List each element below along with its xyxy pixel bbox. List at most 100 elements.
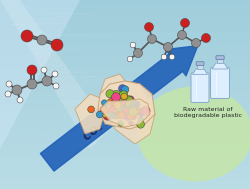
Circle shape xyxy=(112,114,116,118)
Circle shape xyxy=(115,98,122,105)
Circle shape xyxy=(51,39,63,51)
Circle shape xyxy=(122,106,130,114)
Circle shape xyxy=(161,54,167,60)
Circle shape xyxy=(192,39,200,47)
Circle shape xyxy=(164,43,172,51)
Circle shape xyxy=(127,56,133,62)
Circle shape xyxy=(126,96,131,101)
Circle shape xyxy=(107,98,114,106)
Polygon shape xyxy=(212,63,228,69)
Circle shape xyxy=(126,97,133,103)
Circle shape xyxy=(137,120,144,128)
Circle shape xyxy=(42,76,52,86)
Circle shape xyxy=(136,109,140,114)
Circle shape xyxy=(27,79,37,89)
Circle shape xyxy=(124,97,128,101)
Circle shape xyxy=(118,121,124,126)
FancyArrowPatch shape xyxy=(40,46,198,171)
Circle shape xyxy=(169,54,175,60)
Circle shape xyxy=(106,90,114,98)
Circle shape xyxy=(128,99,136,107)
Circle shape xyxy=(112,101,120,110)
Circle shape xyxy=(41,67,47,73)
Circle shape xyxy=(133,101,140,108)
Bar xyxy=(197,65,203,69)
Circle shape xyxy=(129,107,138,116)
Circle shape xyxy=(112,104,116,108)
Circle shape xyxy=(114,102,121,109)
Circle shape xyxy=(111,99,116,104)
Ellipse shape xyxy=(138,87,250,181)
Circle shape xyxy=(118,85,126,92)
Circle shape xyxy=(178,30,186,40)
Circle shape xyxy=(125,105,130,111)
Circle shape xyxy=(123,113,129,119)
Circle shape xyxy=(138,117,143,122)
Circle shape xyxy=(124,108,128,112)
Circle shape xyxy=(117,108,123,114)
Circle shape xyxy=(132,100,136,104)
Circle shape xyxy=(134,49,142,57)
Circle shape xyxy=(144,22,154,32)
FancyBboxPatch shape xyxy=(191,73,209,102)
Circle shape xyxy=(119,91,128,99)
Circle shape xyxy=(122,95,129,102)
Circle shape xyxy=(53,83,59,89)
FancyBboxPatch shape xyxy=(196,62,204,65)
Circle shape xyxy=(124,113,132,120)
Circle shape xyxy=(21,30,33,42)
Circle shape xyxy=(121,86,129,93)
Text: Raw material of
biodegradable plastic: Raw material of biodegradable plastic xyxy=(174,107,242,118)
Circle shape xyxy=(129,121,133,125)
Circle shape xyxy=(118,99,124,104)
Circle shape xyxy=(148,35,156,43)
Circle shape xyxy=(17,97,23,103)
Polygon shape xyxy=(100,99,150,127)
Circle shape xyxy=(96,111,103,118)
Circle shape xyxy=(103,103,108,108)
Circle shape xyxy=(131,111,136,116)
Circle shape xyxy=(88,106,94,113)
Circle shape xyxy=(102,100,107,106)
Circle shape xyxy=(116,111,121,116)
Circle shape xyxy=(107,111,115,119)
Circle shape xyxy=(112,90,121,99)
Circle shape xyxy=(130,105,138,113)
Circle shape xyxy=(122,95,127,101)
Circle shape xyxy=(5,91,11,97)
Bar xyxy=(217,59,223,63)
Circle shape xyxy=(102,111,108,117)
Circle shape xyxy=(130,42,136,48)
Circle shape xyxy=(130,113,136,120)
Circle shape xyxy=(52,71,58,77)
Circle shape xyxy=(128,108,135,115)
Circle shape xyxy=(6,81,12,87)
Circle shape xyxy=(108,106,115,113)
Circle shape xyxy=(113,112,120,119)
Circle shape xyxy=(126,101,134,109)
Circle shape xyxy=(180,19,190,28)
Circle shape xyxy=(100,106,108,114)
Circle shape xyxy=(129,104,135,110)
Circle shape xyxy=(126,101,131,106)
Circle shape xyxy=(27,65,37,75)
Circle shape xyxy=(120,98,128,107)
Polygon shape xyxy=(192,69,208,74)
Circle shape xyxy=(127,113,134,120)
Polygon shape xyxy=(98,81,155,129)
Circle shape xyxy=(103,112,112,120)
Polygon shape xyxy=(0,0,110,149)
Polygon shape xyxy=(100,74,155,144)
Circle shape xyxy=(120,106,125,110)
Text: CO₂ fixation: CO₂ fixation xyxy=(82,92,142,142)
Circle shape xyxy=(202,33,210,43)
Circle shape xyxy=(137,108,145,116)
Circle shape xyxy=(112,93,120,102)
Polygon shape xyxy=(75,94,108,134)
Circle shape xyxy=(125,96,132,102)
Circle shape xyxy=(118,112,125,119)
Circle shape xyxy=(37,35,47,45)
Circle shape xyxy=(123,109,128,113)
Circle shape xyxy=(127,96,134,103)
Polygon shape xyxy=(0,0,80,149)
